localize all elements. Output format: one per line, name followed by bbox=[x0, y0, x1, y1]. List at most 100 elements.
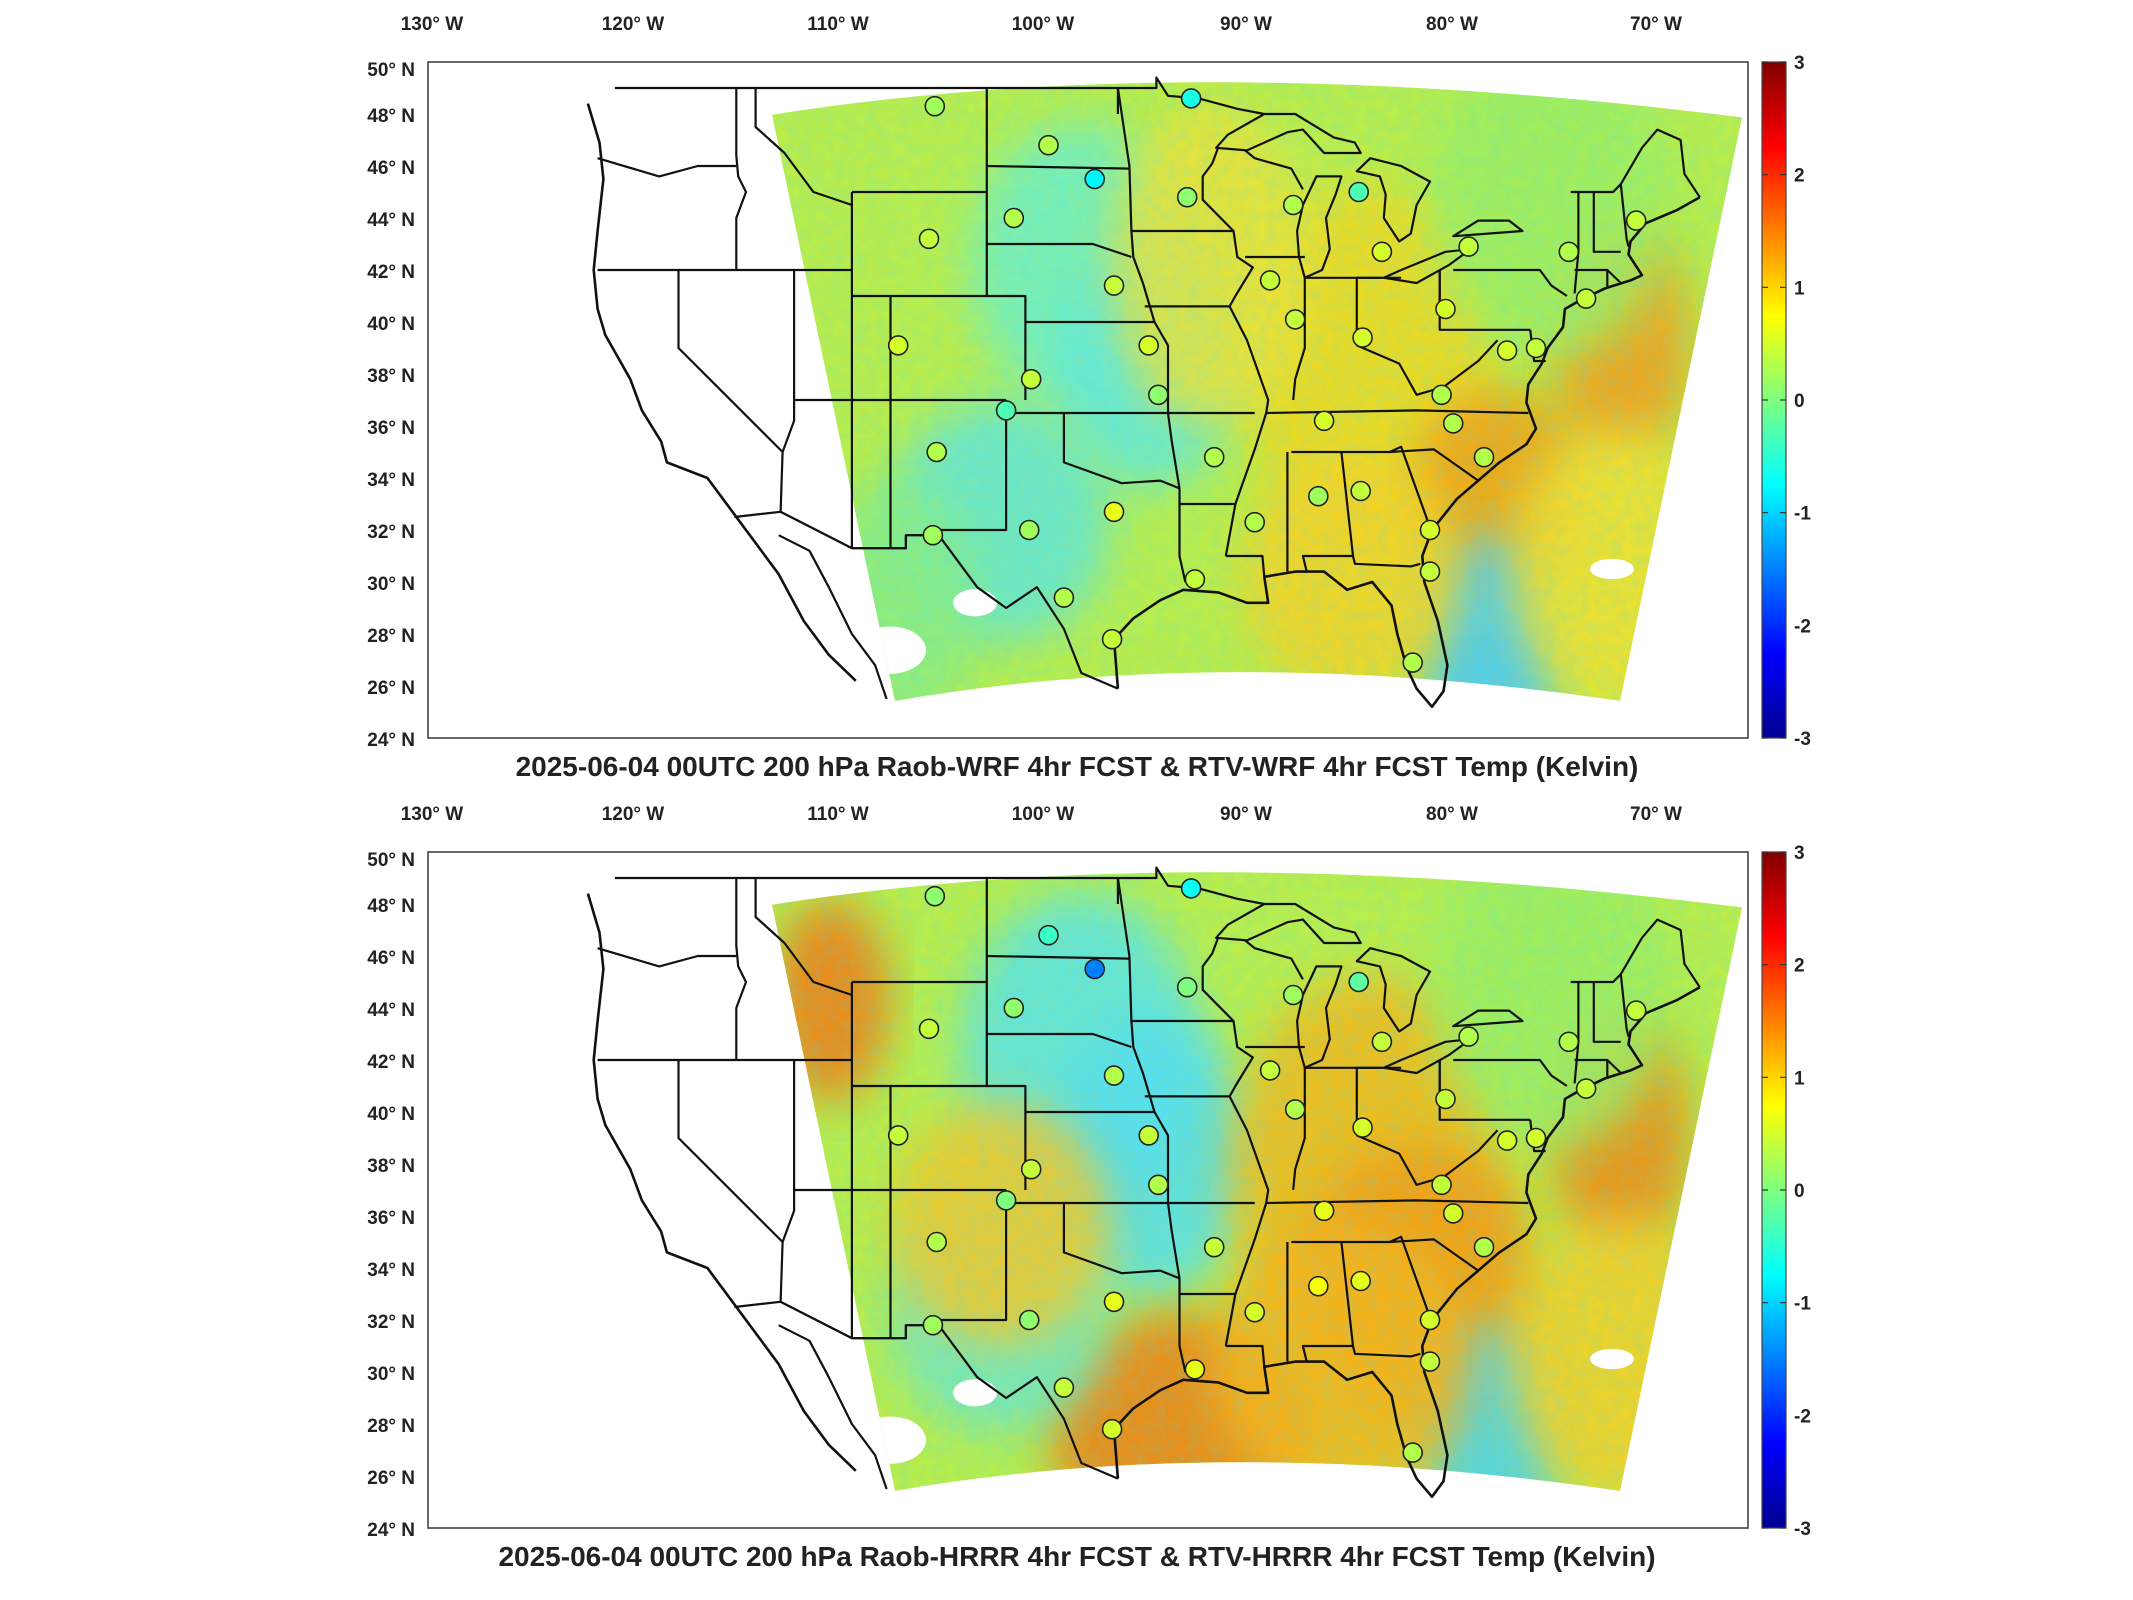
colorbar-tick-label: 0 bbox=[1794, 391, 1805, 412]
state-border bbox=[1266, 409, 1529, 415]
canada-border bbox=[614, 76, 1265, 116]
raob-station-marker bbox=[1138, 335, 1159, 356]
raob-station-marker bbox=[1244, 1301, 1265, 1323]
latitude-tick-label: 34° N bbox=[367, 470, 415, 491]
colorbar-tick-label: 3 bbox=[1794, 53, 1805, 74]
raob-station-marker bbox=[1350, 1270, 1371, 1292]
raob-station-marker bbox=[1038, 134, 1059, 156]
raob-station-marker bbox=[1138, 1125, 1159, 1146]
longitude-tick-label: 120° W bbox=[602, 14, 665, 35]
raob-station-marker bbox=[926, 1231, 948, 1253]
missing-data-patch bbox=[953, 589, 997, 617]
latitude-tick-label: 24° N bbox=[367, 1520, 415, 1541]
top-panel: 130° W 120° W 110° W 100° W 90° W 80° W 70° W 5… bbox=[367, 14, 1811, 751]
latitude-tick-label: 36° N bbox=[367, 1208, 415, 1229]
great-lake-outline bbox=[1355, 157, 1432, 243]
latitude-tick-label: 26° N bbox=[367, 1468, 415, 1489]
longitude-tick-label: 130° W bbox=[401, 804, 464, 825]
raob-station-marker bbox=[1419, 561, 1441, 582]
state-border bbox=[1244, 149, 1304, 190]
colorbar-tick-label: -2 bbox=[1794, 1406, 1811, 1427]
raob-stations bbox=[887, 88, 1647, 673]
longitude-tick-label: 130° W bbox=[401, 14, 464, 35]
raob-station-marker bbox=[1038, 924, 1059, 946]
state-border bbox=[1062, 1203, 1180, 1280]
colorbar-tick-label: -3 bbox=[1794, 729, 1811, 750]
raob-station-marker bbox=[918, 1018, 940, 1040]
raob-station-marker bbox=[922, 1314, 944, 1336]
state-border bbox=[1389, 1235, 1432, 1318]
raob-station-marker bbox=[887, 335, 909, 356]
state-border bbox=[1453, 268, 1568, 297]
raob-station-marker bbox=[1371, 241, 1393, 263]
great-lake-outline bbox=[1355, 947, 1432, 1033]
baja-coastline bbox=[778, 534, 888, 700]
raob-station-marker bbox=[1371, 1031, 1393, 1053]
latitude-tick-label: 28° N bbox=[367, 626, 415, 647]
raob-station-marker bbox=[1180, 878, 1202, 899]
raob-station-marker bbox=[1180, 88, 1202, 109]
great-lake-outline bbox=[1296, 965, 1343, 1069]
state-border bbox=[754, 88, 853, 207]
raob-station-marker bbox=[1259, 1060, 1281, 1081]
latitude-tick-label: 36° N bbox=[367, 418, 415, 439]
great-lake-outline bbox=[1215, 902, 1362, 945]
colorbar-tick-label: -2 bbox=[1794, 616, 1811, 637]
state-border bbox=[1292, 1067, 1306, 1191]
temp-difference-field bbox=[772, 872, 1742, 1491]
colorbar-tick-label: 2 bbox=[1794, 166, 1805, 187]
raob-station-marker bbox=[1003, 997, 1025, 1019]
state-border bbox=[1592, 982, 1621, 1043]
mexico-border bbox=[734, 510, 1119, 690]
raob-station-marker bbox=[1308, 1275, 1329, 1297]
raob-station-marker bbox=[924, 95, 946, 117]
latitude-tick-label: 48° N bbox=[367, 106, 415, 127]
raob-station-marker bbox=[1419, 1309, 1441, 1331]
latitude-tick-label: 32° N bbox=[367, 522, 415, 543]
state-border bbox=[1301, 451, 1355, 572]
latitude-tick-label: 40° N bbox=[367, 314, 415, 335]
latitude-tick-label: 34° N bbox=[367, 1260, 415, 1281]
state-border bbox=[1116, 877, 1187, 1373]
top-panel-title: 2025-06-04 00UTC 200 hPa Raob-WRF 4hr FC… bbox=[516, 751, 1639, 782]
raob-station-marker bbox=[887, 1125, 909, 1146]
longitude-tick-label: 80° W bbox=[1426, 14, 1478, 35]
latitude-tick-label: 48° N bbox=[367, 896, 415, 917]
raob-station-marker bbox=[1282, 194, 1304, 216]
latitude-tick-label: 28° N bbox=[367, 1416, 415, 1437]
state-border bbox=[1201, 147, 1270, 557]
state-border bbox=[1266, 1199, 1529, 1205]
state-border bbox=[597, 947, 737, 968]
raob-station-marker bbox=[1558, 241, 1580, 263]
state-border bbox=[1356, 339, 1499, 396]
longitude-tick-label: 120° W bbox=[602, 804, 665, 825]
state-border bbox=[677, 270, 784, 453]
raob-station-marker bbox=[1184, 1359, 1206, 1380]
raob-station-marker bbox=[1313, 1200, 1335, 1222]
latitude-tick-label: 30° N bbox=[367, 574, 415, 595]
raob-station-marker bbox=[1442, 413, 1464, 434]
missing-data-patch bbox=[1590, 1348, 1634, 1370]
state-border bbox=[779, 1060, 796, 1302]
raob-station-marker bbox=[1558, 1031, 1580, 1053]
raob-station-marker bbox=[1419, 1351, 1441, 1372]
state-border bbox=[1570, 128, 1701, 198]
state-border bbox=[1356, 1129, 1499, 1186]
state-border bbox=[1225, 554, 1266, 577]
bottom-panel-title: 2025-06-04 00UTC 200 hPa Raob-HRRR 4hr F… bbox=[498, 1541, 1655, 1572]
raob-station-marker bbox=[1018, 519, 1040, 541]
state-border bbox=[1606, 1059, 1622, 1074]
raob-station-marker bbox=[1458, 236, 1479, 257]
raob-station-marker bbox=[1313, 410, 1335, 432]
raob-station-marker bbox=[1176, 976, 1198, 998]
state-border bbox=[779, 270, 796, 512]
bottom-panel: 130° W 120° W 110° W 100° W 90° W 80° W 70° W 5… bbox=[367, 804, 1811, 1541]
latitude-tick-label: 24° N bbox=[367, 730, 415, 751]
raob-station-marker bbox=[1148, 1174, 1169, 1196]
latitude-tick-label: 30° N bbox=[367, 1364, 415, 1385]
latitude-tick-label: 44° N bbox=[367, 1000, 415, 1021]
baja-coastline bbox=[778, 1324, 888, 1490]
state-border bbox=[735, 88, 748, 270]
state-border bbox=[1351, 1345, 1421, 1358]
